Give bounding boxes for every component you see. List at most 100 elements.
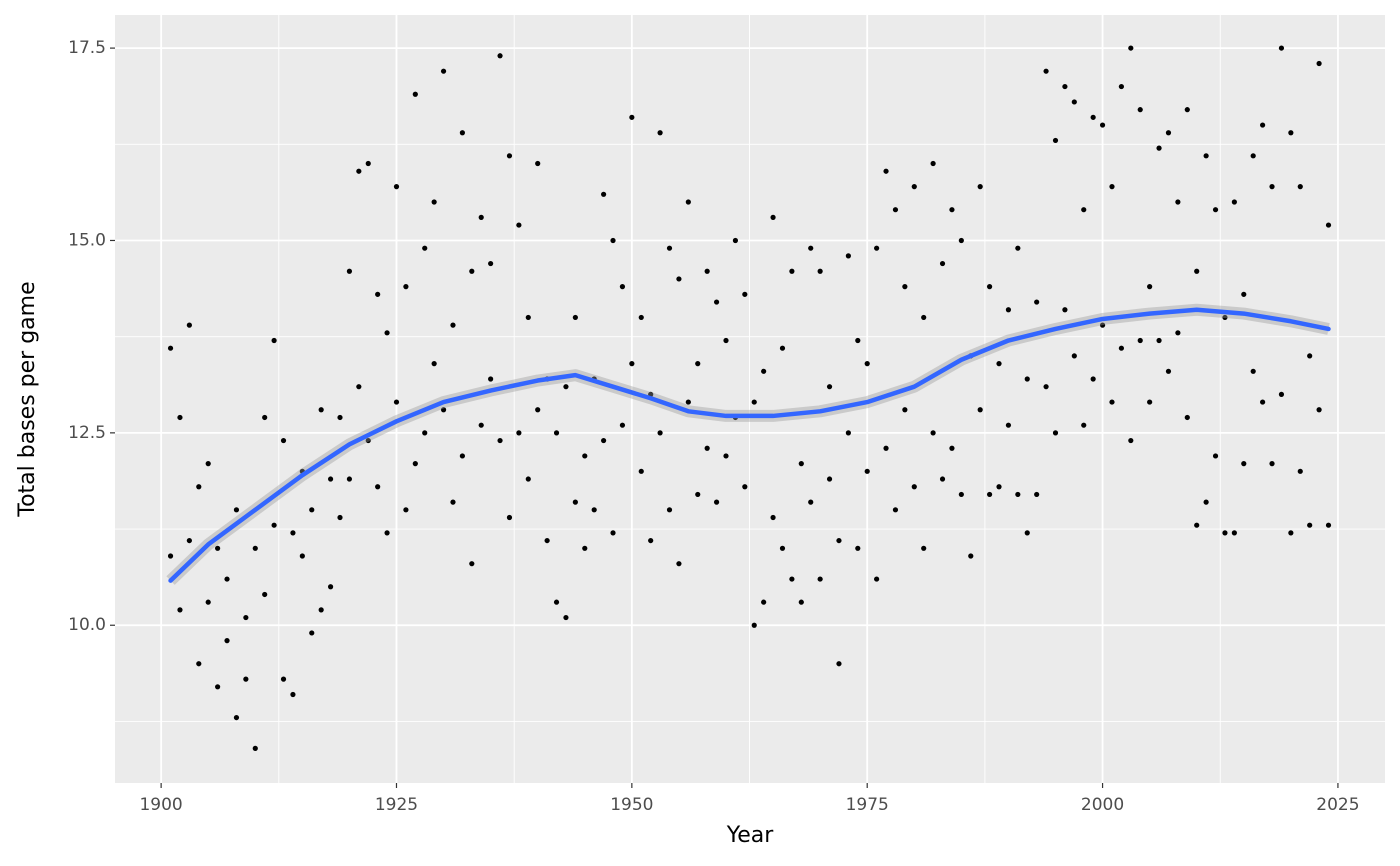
point: [1015, 245, 1021, 251]
point: [657, 130, 663, 136]
point: [921, 545, 927, 551]
point: [535, 407, 541, 413]
point: [346, 268, 353, 274]
point: [205, 599, 211, 605]
point: [1147, 284, 1153, 290]
point: [1241, 291, 1247, 297]
point: [1203, 153, 1209, 159]
point: [572, 314, 578, 321]
point: [770, 214, 776, 220]
points: [167, 45, 1332, 751]
point: [224, 576, 230, 582]
y-tick-label: 10.0: [68, 615, 106, 635]
point: [356, 168, 362, 174]
point: [1231, 530, 1237, 536]
point: [356, 384, 362, 390]
point: [1099, 122, 1106, 128]
point: [252, 745, 258, 751]
point: [262, 591, 268, 598]
point: [1147, 399, 1153, 405]
point: [836, 661, 842, 667]
point: [516, 430, 522, 436]
point: [892, 207, 899, 213]
point: [939, 260, 946, 267]
point: [544, 537, 550, 544]
point: [1212, 207, 1219, 213]
point: [789, 268, 795, 274]
point: [1034, 491, 1040, 498]
x-tick-label: 2025: [1316, 795, 1359, 815]
point: [1071, 99, 1077, 105]
point: [1165, 368, 1172, 374]
point: [742, 291, 748, 297]
point: [365, 437, 371, 444]
point: [751, 622, 757, 628]
point: [375, 484, 381, 490]
point: [1099, 322, 1106, 328]
point: [977, 407, 983, 413]
point: [1325, 222, 1332, 228]
point: [996, 361, 1002, 367]
point: [638, 314, 644, 321]
point: [1118, 345, 1124, 351]
point: [1156, 145, 1162, 151]
point: [1005, 307, 1012, 313]
point: [440, 407, 447, 413]
point: [1222, 530, 1228, 536]
point: [337, 514, 343, 521]
point: [874, 245, 880, 251]
point: [1034, 299, 1040, 305]
point: [196, 661, 202, 667]
point: [1062, 307, 1068, 313]
point: [676, 276, 682, 282]
point: [582, 545, 588, 551]
y-tick-label: 17.5: [68, 38, 106, 58]
point: [243, 676, 249, 682]
point: [1090, 114, 1096, 120]
point: [911, 184, 917, 190]
point: [422, 430, 428, 436]
point: [638, 468, 644, 474]
point: [591, 507, 597, 513]
point: [337, 414, 343, 421]
point: [525, 314, 531, 321]
point: [215, 684, 221, 690]
point: [1137, 337, 1143, 344]
point: [365, 160, 371, 167]
point: [704, 445, 710, 451]
point: [949, 445, 955, 451]
point: [619, 284, 626, 290]
x-tick-label: 1925: [375, 795, 418, 815]
point: [892, 507, 899, 513]
point: [450, 322, 456, 328]
point: [949, 207, 955, 213]
point: [1137, 107, 1143, 113]
point: [977, 184, 983, 190]
point: [1203, 499, 1209, 505]
point: [1250, 368, 1256, 374]
point: [911, 484, 917, 490]
point: [1194, 522, 1200, 528]
point: [233, 507, 240, 513]
point: [1109, 184, 1115, 190]
point: [290, 530, 296, 536]
point: [1288, 130, 1294, 136]
point: [864, 468, 870, 474]
y-tick-label: 15.0: [68, 230, 106, 250]
point: [845, 430, 851, 436]
point: [883, 445, 889, 451]
point: [186, 322, 192, 328]
point: [384, 530, 390, 536]
point: [488, 260, 494, 267]
point: [958, 237, 964, 244]
point: [506, 514, 513, 521]
point: [497, 437, 503, 444]
point: [986, 491, 993, 498]
point: [1297, 184, 1303, 190]
y-tick-label: 12.5: [68, 423, 106, 443]
point: [1156, 337, 1162, 344]
point: [1269, 461, 1275, 467]
point: [469, 268, 475, 274]
point: [1175, 330, 1181, 336]
